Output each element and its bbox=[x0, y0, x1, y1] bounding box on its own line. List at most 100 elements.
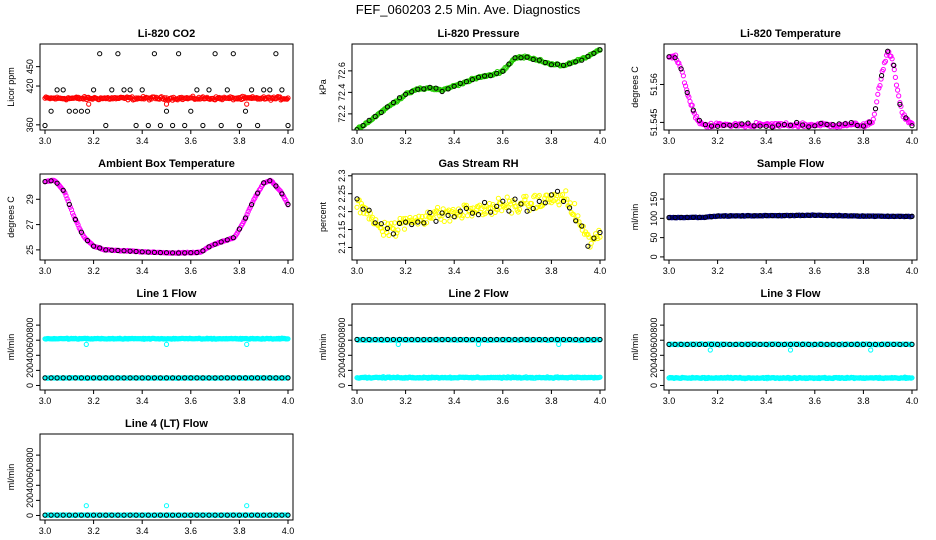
data-point bbox=[200, 512, 206, 518]
data-point bbox=[176, 512, 182, 518]
data-point bbox=[433, 85, 439, 91]
data-point bbox=[224, 237, 230, 243]
x-tick-label: 3.8 bbox=[233, 136, 246, 146]
data-point bbox=[109, 512, 115, 518]
data-point bbox=[212, 241, 218, 247]
data-point bbox=[781, 121, 788, 128]
x-tick-label: 3.2 bbox=[399, 266, 412, 276]
data-point bbox=[560, 198, 567, 204]
data-point bbox=[877, 83, 883, 89]
data-point bbox=[878, 76, 884, 82]
panel-title: Li-820 CO2 bbox=[138, 28, 195, 40]
data-point bbox=[488, 73, 494, 79]
data-point bbox=[244, 101, 250, 107]
data-point bbox=[285, 512, 291, 518]
data-point bbox=[127, 375, 133, 381]
x-tick-label: 3.2 bbox=[399, 136, 412, 146]
data-point bbox=[530, 56, 536, 63]
x-tick-label: 3.6 bbox=[185, 526, 198, 536]
data-point bbox=[721, 213, 727, 219]
data-point bbox=[439, 88, 445, 95]
data-point bbox=[794, 341, 800, 347]
data-point bbox=[445, 336, 451, 343]
data-point bbox=[42, 512, 48, 518]
data-point bbox=[591, 235, 597, 241]
plot-frame bbox=[663, 173, 918, 261]
data-point bbox=[597, 229, 603, 236]
data-point bbox=[72, 512, 79, 518]
x-tick-label: 3.8 bbox=[233, 396, 246, 406]
plot-frame bbox=[351, 303, 606, 391]
data-point bbox=[892, 74, 899, 81]
y-tick-label: 50 bbox=[649, 233, 659, 243]
data-point bbox=[554, 61, 561, 67]
data-point bbox=[396, 95, 403, 101]
y-tick-label: 0 bbox=[25, 513, 35, 518]
data-point bbox=[273, 51, 279, 57]
data-point bbox=[54, 87, 60, 93]
data-point bbox=[830, 122, 836, 128]
data-point bbox=[236, 375, 242, 381]
data-point bbox=[745, 213, 751, 219]
data-point bbox=[139, 87, 145, 93]
data-point bbox=[702, 214, 709, 220]
y-tick-label: 0 bbox=[649, 383, 659, 388]
data-point bbox=[84, 375, 91, 381]
data-point bbox=[145, 375, 151, 381]
chart-line4_flow: Line 4 (LT) Flow 3.0 3.2 3.4 3.6 3.8 4.0 0 20040… bbox=[6, 418, 294, 536]
data-point bbox=[274, 95, 280, 101]
y-tick-label: 51.56 bbox=[649, 73, 659, 96]
data-point bbox=[157, 375, 163, 381]
series-group bbox=[42, 503, 291, 518]
data-point bbox=[445, 86, 451, 92]
data-point bbox=[848, 213, 854, 219]
data-point bbox=[415, 219, 421, 225]
data-point bbox=[464, 213, 471, 219]
data-point bbox=[690, 341, 696, 347]
data-point bbox=[433, 218, 439, 224]
data-point bbox=[536, 198, 542, 204]
data-point bbox=[409, 89, 415, 95]
data-point bbox=[372, 113, 378, 120]
data-point bbox=[787, 341, 794, 347]
data-point bbox=[188, 108, 194, 114]
data-point bbox=[721, 341, 727, 347]
data-point bbox=[283, 197, 289, 203]
data-point bbox=[909, 123, 915, 129]
panel-title: Line 2 Flow bbox=[449, 288, 509, 300]
data-point bbox=[715, 341, 721, 347]
data-point bbox=[597, 47, 603, 53]
y-tick-label: 29 bbox=[25, 194, 35, 204]
data-point bbox=[163, 250, 170, 256]
data-point bbox=[261, 512, 267, 518]
x-tick-label: 3.8 bbox=[233, 526, 246, 536]
data-point bbox=[836, 121, 842, 127]
data-point bbox=[563, 188, 569, 194]
series-2-5-min-avg-low- bbox=[666, 374, 915, 382]
data-point bbox=[176, 250, 182, 256]
data-point bbox=[397, 215, 403, 222]
x-tick-label: 3.0 bbox=[39, 396, 52, 406]
series-group bbox=[354, 188, 603, 250]
x-tick-label: 3.6 bbox=[497, 396, 510, 406]
panel-title: Li-820 Temperature bbox=[740, 28, 841, 40]
y-axis-label: Licor ppm bbox=[6, 67, 16, 107]
data-point bbox=[439, 336, 445, 343]
series-2-5-min-avg bbox=[42, 177, 291, 256]
data-point bbox=[421, 336, 427, 343]
x-tick-label: 3.0 bbox=[39, 526, 52, 536]
data-point bbox=[872, 341, 879, 347]
data-point bbox=[451, 336, 457, 343]
data-point bbox=[63, 193, 69, 199]
data-point bbox=[684, 341, 690, 347]
data-point bbox=[230, 51, 236, 57]
data-point bbox=[678, 66, 684, 72]
data-point bbox=[806, 124, 812, 130]
data-point bbox=[273, 512, 279, 518]
data-point bbox=[109, 375, 115, 381]
x-tick-label: 3.4 bbox=[760, 266, 773, 276]
data-point bbox=[745, 341, 751, 347]
data-point bbox=[494, 336, 500, 343]
panel-title: Line 1 Flow bbox=[137, 288, 197, 300]
data-point bbox=[121, 512, 127, 518]
